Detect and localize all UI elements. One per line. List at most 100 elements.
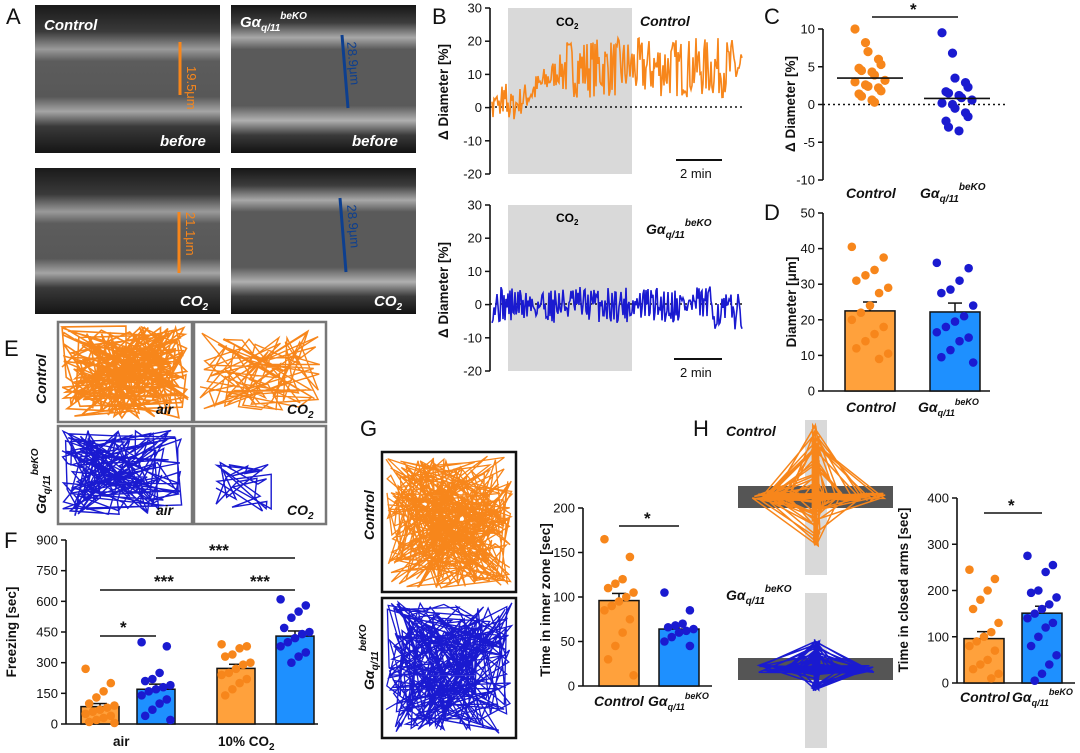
g-point <box>678 619 687 628</box>
f-point <box>301 648 311 657</box>
f-point <box>297 629 307 639</box>
g-point <box>629 671 638 680</box>
b-top-yticks: 30 20 10 0 -10 -20 <box>463 1 490 182</box>
b-bot-tick-label: -20 <box>463 364 482 379</box>
e-co2-1: CO2 <box>287 401 314 421</box>
h-point <box>968 664 978 674</box>
b-top-tick-label: 0 <box>475 100 482 115</box>
panel-d-letter: D <box>764 200 780 225</box>
f-point <box>106 678 116 688</box>
f-ylabel: Freezing [sec] <box>4 587 19 678</box>
b-bot-tick-label: 20 <box>468 231 482 246</box>
h-point <box>986 674 996 683</box>
d-point <box>852 276 861 285</box>
d-point <box>883 349 893 358</box>
f-tick-label: 150 <box>36 686 58 701</box>
d-xlabel-ko: Gαq/11beKO <box>918 397 979 418</box>
micrograph-control-co2: CO2 21.1μm <box>35 168 220 314</box>
g-xlabel-ko: Gαq/11beKO <box>648 691 709 712</box>
g-yticks: 200 150 100 50 0 <box>553 501 583 694</box>
h-point <box>983 586 992 595</box>
g-point <box>689 624 698 634</box>
g-point <box>611 579 620 588</box>
f-point <box>144 686 154 696</box>
f-point <box>99 713 108 723</box>
co2-label-bottom: CO2 <box>556 211 579 227</box>
d-point <box>870 265 879 275</box>
f-point <box>294 607 303 616</box>
b-top-tick-label: -10 <box>463 133 482 148</box>
f-point <box>140 676 150 686</box>
c-xlabel-ko: Gαq/11beKO <box>920 182 986 205</box>
f-point <box>155 668 164 678</box>
d-point <box>861 336 870 346</box>
f-point <box>155 699 164 708</box>
d-point <box>941 322 951 332</box>
g-point <box>600 606 609 615</box>
d-point <box>964 333 973 342</box>
e-row-control: Control <box>33 353 49 404</box>
e-air-2: air <box>156 502 175 518</box>
b-top-group: Control <box>640 13 691 29</box>
f-sig-1: *** <box>209 541 229 560</box>
h-point <box>1048 618 1058 628</box>
g-point <box>607 601 617 611</box>
g-bars <box>598 534 700 687</box>
h-point <box>979 632 989 642</box>
h-sig: * <box>1008 496 1015 515</box>
f-point <box>137 691 146 700</box>
d-yticks: 50 40 30 20 10 0 <box>801 206 823 399</box>
c-point <box>856 65 867 76</box>
panel-e: E Control Gαq/11beKO air CO2 air CO2 <box>4 320 328 526</box>
e-track-control-co2 <box>199 329 320 411</box>
measure-label-4: 28.9μm <box>344 204 363 249</box>
f-sig-4: * <box>120 618 127 637</box>
f-xlabel-co2: 10% CO2 <box>218 734 275 753</box>
b-bot-ylabel: Δ Diameter [%] <box>436 242 451 338</box>
e-track-ko-co2 <box>214 461 272 512</box>
g-tick-label: 50 <box>561 634 575 649</box>
h-point <box>983 655 992 665</box>
d-tick-label: 0 <box>808 384 815 399</box>
h-track-control <box>751 422 887 548</box>
f-point <box>220 691 230 700</box>
b-top-tick-label: 10 <box>468 67 482 82</box>
g-point <box>685 606 695 615</box>
g-point <box>621 592 631 602</box>
e-row-ko: Gαq/11beKO <box>30 448 53 514</box>
d-point <box>946 285 955 294</box>
co2-shade-bottom <box>508 205 632 371</box>
h-tick-label: 400 <box>927 491 949 506</box>
b-top-tick-label: 30 <box>468 1 482 16</box>
measure-label-2: 28.9μm <box>344 41 363 86</box>
c-point <box>869 97 880 107</box>
d-point <box>968 301 978 310</box>
c-point <box>947 48 958 58</box>
f-point <box>283 637 293 647</box>
h-xlabel-ko: Gαq/11beKO <box>1012 687 1073 708</box>
b-bot-tick-label: 30 <box>468 198 482 213</box>
h-row-control: Control <box>726 423 777 439</box>
d-point <box>847 315 857 325</box>
c-xlabel-control: Control <box>846 185 897 201</box>
panel-h-letter: H <box>693 416 709 441</box>
f-point <box>246 658 255 667</box>
d-point <box>959 311 969 321</box>
f-point <box>228 684 237 694</box>
c-point <box>876 59 886 70</box>
f-point <box>217 639 226 649</box>
d-point <box>874 354 884 364</box>
h-point <box>1044 660 1054 669</box>
d-point <box>932 258 942 268</box>
h-point <box>1030 609 1040 618</box>
f-point <box>276 594 285 604</box>
f-tick-label: 0 <box>51 717 58 732</box>
measure-line-4 <box>338 197 348 273</box>
f-point <box>148 674 157 684</box>
h-point <box>1044 600 1054 609</box>
h-point <box>972 637 982 646</box>
h-point <box>1041 623 1050 632</box>
c-point <box>850 77 860 87</box>
panel-d: D 50 40 30 20 10 0 Diameter [μm] Control Gαq/… <box>764 200 990 418</box>
h-bars <box>963 551 1063 685</box>
